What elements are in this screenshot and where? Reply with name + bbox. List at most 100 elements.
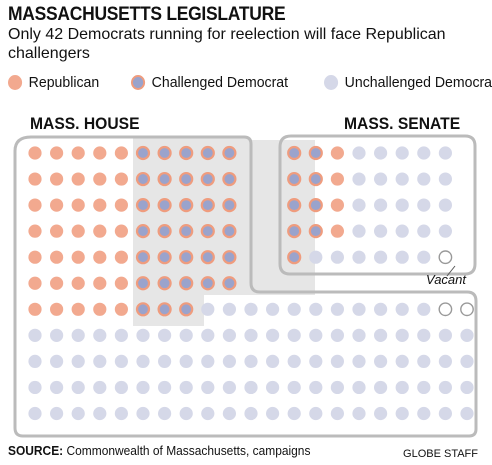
seat-unchallenged-democrat	[395, 198, 409, 212]
seat-challenged-democrat	[157, 302, 172, 317]
seat-challenged-democrat	[179, 145, 194, 161]
seat-unchallenged-democrat	[158, 328, 172, 342]
legend-item-unchallenged: Unchallenged Democrat	[324, 74, 492, 91]
seat-unchallenged-democrat	[114, 354, 128, 368]
seat-unchallenged-democrat	[395, 172, 409, 186]
seat-unchallenged-democrat	[28, 380, 42, 395]
seat-republican	[28, 276, 42, 290]
seat-unchallenged-democrat	[93, 328, 107, 342]
seat-unchallenged-democrat	[374, 354, 388, 368]
seat-unchallenged-democrat	[309, 380, 323, 395]
seat-unchallenged-democrat	[201, 328, 215, 342]
chart-title: MASSACHUSETTS LEGISLATURE	[8, 4, 286, 25]
seat-republican	[50, 250, 64, 264]
seat-republican	[330, 224, 344, 238]
seat-unchallenged-democrat	[201, 406, 215, 421]
legend-label-challenged: Challenged Democrat	[151, 73, 289, 91]
legend-swatch-challenged	[131, 74, 146, 90]
seat-unchallenged-democrat	[374, 172, 388, 186]
seat-unchallenged-democrat	[179, 354, 193, 368]
legend-item-republican: Republican	[8, 74, 99, 91]
legend: Republican Challenged Democrat Unchallen…	[8, 70, 492, 94]
seat-unchallenged-democrat	[266, 302, 280, 316]
legend-item-challenged: Challenged Democrat	[131, 74, 288, 91]
legend-label-republican: Republican	[28, 73, 100, 91]
seat-challenged-democrat	[157, 145, 172, 161]
seat-unchallenged-democrat	[222, 354, 236, 368]
seat-unchallenged-democrat	[222, 406, 236, 421]
seat-challenged-democrat	[157, 171, 172, 187]
seat-unchallenged-democrat	[309, 354, 323, 368]
seat-challenged-democrat	[179, 198, 194, 213]
seat-unchallenged-democrat	[244, 354, 258, 368]
seat-unchallenged-democrat	[222, 380, 236, 395]
seat-unchallenged-democrat	[71, 380, 85, 395]
vacant-pointer	[446, 265, 456, 277]
seat-unchallenged-democrat	[374, 224, 388, 238]
seat-unchallenged-democrat	[352, 380, 366, 395]
seat-unchallenged-democrat	[136, 380, 150, 395]
seat-republican	[114, 250, 128, 264]
seat-challenged-democrat	[179, 302, 194, 317]
seat-unchallenged-democrat	[136, 354, 150, 368]
seat-unchallenged-democrat	[222, 302, 236, 316]
seat-unchallenged-democrat	[395, 224, 409, 238]
seat-unchallenged-democrat	[93, 406, 107, 421]
seat-challenged-democrat	[135, 198, 151, 213]
seat-unchallenged-democrat	[50, 380, 64, 395]
seat-unchallenged-democrat	[330, 302, 344, 316]
seat-unchallenged-democrat	[114, 380, 128, 395]
seat-unchallenged-democrat	[309, 250, 323, 264]
seat-republican	[93, 302, 107, 316]
seat-unchallenged-democrat	[417, 198, 431, 212]
seat-challenged-democrat	[135, 250, 151, 265]
legend-label-unchallenged: Unchallenged Democrat	[344, 73, 492, 91]
seat-republican	[50, 172, 64, 186]
seat-unchallenged-democrat	[438, 198, 452, 212]
seat-republican	[71, 250, 85, 264]
seat-unchallenged-democrat	[244, 406, 258, 421]
seat-unchallenged-democrat	[460, 328, 474, 342]
seat-challenged-democrat	[222, 224, 237, 239]
seat-unchallenged-democrat	[114, 328, 128, 342]
seat-challenged-democrat	[308, 198, 323, 213]
seat-unchallenged-democrat	[438, 406, 452, 421]
seat-republican	[93, 224, 107, 238]
seat-unchallenged-democrat	[28, 406, 42, 421]
seat-challenged-democrat	[222, 171, 237, 187]
seat-republican	[71, 224, 85, 238]
seat-vacant	[438, 302, 453, 317]
seat-republican	[28, 172, 42, 186]
seat-unchallenged-democrat	[395, 380, 409, 395]
seat-unchallenged-democrat	[136, 406, 150, 421]
seat-unchallenged-democrat	[395, 354, 409, 368]
seat-challenged-democrat	[287, 145, 302, 161]
seat-unchallenged-democrat	[50, 328, 64, 342]
seat-unchallenged-democrat	[438, 146, 452, 160]
seat-unchallenged-democrat	[460, 406, 474, 421]
seat-republican	[71, 302, 85, 316]
seat-unchallenged-democrat	[374, 380, 388, 395]
seat-republican	[114, 146, 128, 160]
seat-challenged-democrat	[287, 198, 302, 213]
seat-challenged-democrat	[222, 198, 237, 213]
seat-unchallenged-democrat	[330, 406, 344, 421]
seat-unchallenged-democrat	[222, 328, 236, 342]
seat-challenged-democrat	[179, 171, 194, 187]
seat-unchallenged-democrat	[352, 328, 366, 342]
seat-unchallenged-democrat	[93, 354, 107, 368]
seat-republican	[50, 276, 64, 290]
seat-unchallenged-democrat	[352, 146, 366, 160]
seat-challenged-democrat	[222, 276, 237, 291]
seat-unchallenged-democrat	[438, 224, 452, 238]
credit: GLOBE STAFF	[403, 448, 478, 460]
seat-challenged-democrat	[287, 224, 302, 239]
seat-unchallenged-democrat	[374, 328, 388, 342]
seat-unchallenged-democrat	[244, 302, 258, 316]
seat-unchallenged-democrat	[28, 354, 42, 368]
seat-challenged-democrat	[157, 276, 172, 291]
seat-challenged-democrat	[135, 302, 151, 317]
seat-unchallenged-democrat	[330, 328, 344, 342]
seat-republican	[28, 198, 42, 212]
seat-challenged-democrat	[308, 145, 323, 161]
